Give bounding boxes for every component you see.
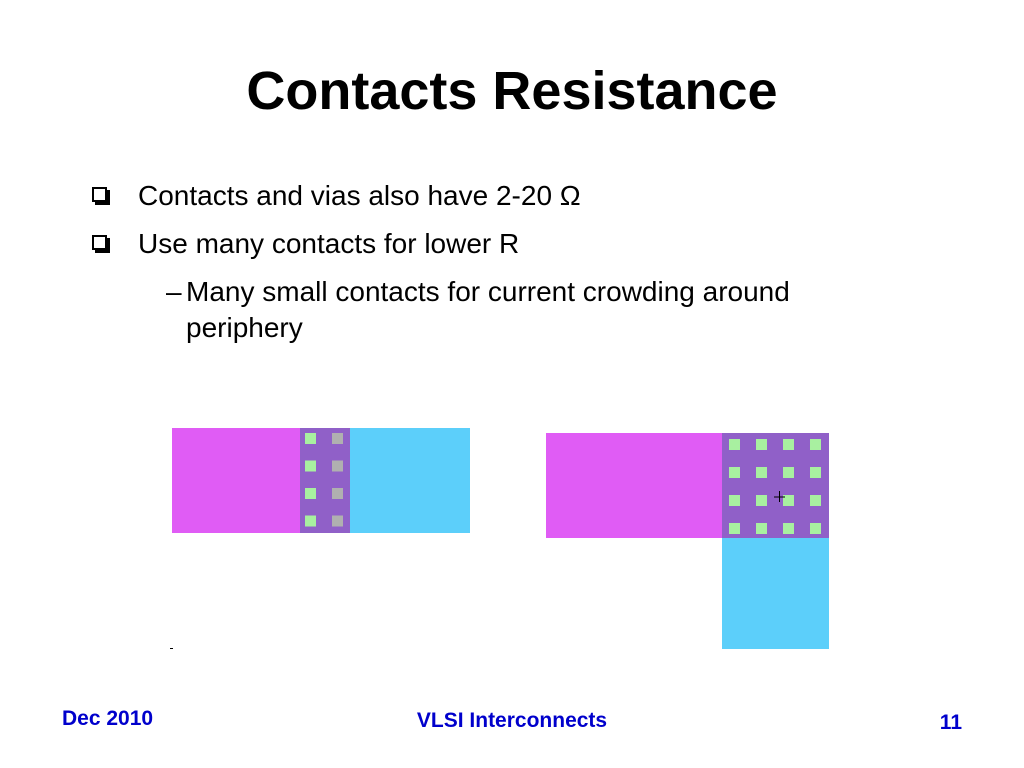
footer-course-title: VLSI Interconnects	[416, 709, 608, 732]
slide-title: Contacts Resistance	[246, 61, 778, 121]
contact-square	[332, 433, 343, 444]
contact-square	[810, 439, 821, 450]
bullet-item-many-contacts: Use many contacts for lower R	[90, 226, 970, 262]
contact-square	[729, 523, 740, 534]
contact-square	[783, 467, 794, 478]
contact-square	[756, 523, 767, 534]
contact-square	[810, 523, 821, 534]
right-metal1-rect	[546, 433, 724, 538]
contact-square	[332, 460, 343, 472]
crosshair-icon	[774, 491, 785, 502]
contact-square	[810, 495, 821, 506]
contact-square	[783, 439, 794, 450]
sub-bullet-text: Many small contacts for current crowding…	[186, 276, 790, 343]
contact-square	[305, 515, 316, 527]
contact-square	[783, 495, 794, 506]
contact-square	[729, 439, 740, 450]
bullet-item-contacts-vias: Contacts and vias also have 2-20 Ω	[90, 178, 970, 214]
right-contact-array	[729, 439, 821, 534]
contact-square	[783, 523, 794, 534]
bullet-text: Use many contacts for lower R	[138, 228, 520, 259]
contact-square	[729, 495, 740, 506]
contact-square	[305, 433, 316, 444]
bullet-list: Contacts and vias also have 2-20 Ω Use m…	[90, 178, 970, 346]
checkbox-bullet-icon	[92, 187, 107, 202]
right-metal2-rect	[722, 536, 829, 649]
right-contact-layout	[546, 433, 829, 649]
contact-square	[756, 467, 767, 478]
contact-square	[810, 467, 821, 478]
contact-square	[756, 495, 767, 506]
contact-square	[332, 515, 343, 527]
left-contact-layout	[170, 428, 470, 649]
bullet-text: Contacts and vias also have 2-20 Ω	[138, 180, 581, 211]
contact-square	[332, 488, 343, 499]
left-metal1-rect	[172, 428, 302, 533]
left-contact-array	[305, 433, 343, 527]
sub-bullet-dash: –	[166, 276, 182, 307]
small-marker	[170, 648, 173, 649]
contact-square	[305, 460, 316, 472]
footer-date: Dec 2010	[62, 707, 154, 730]
contact-square	[756, 439, 767, 450]
contact-square	[729, 467, 740, 478]
sub-bullet-current-crowding: – Many small contacts for current crowdi…	[166, 274, 866, 346]
footer-page-number: 11	[939, 711, 962, 734]
contact-square	[305, 488, 316, 499]
right-overlap-rect	[722, 433, 829, 538]
checkbox-bullet-icon	[92, 235, 107, 250]
left-metal2-rect	[348, 428, 470, 533]
